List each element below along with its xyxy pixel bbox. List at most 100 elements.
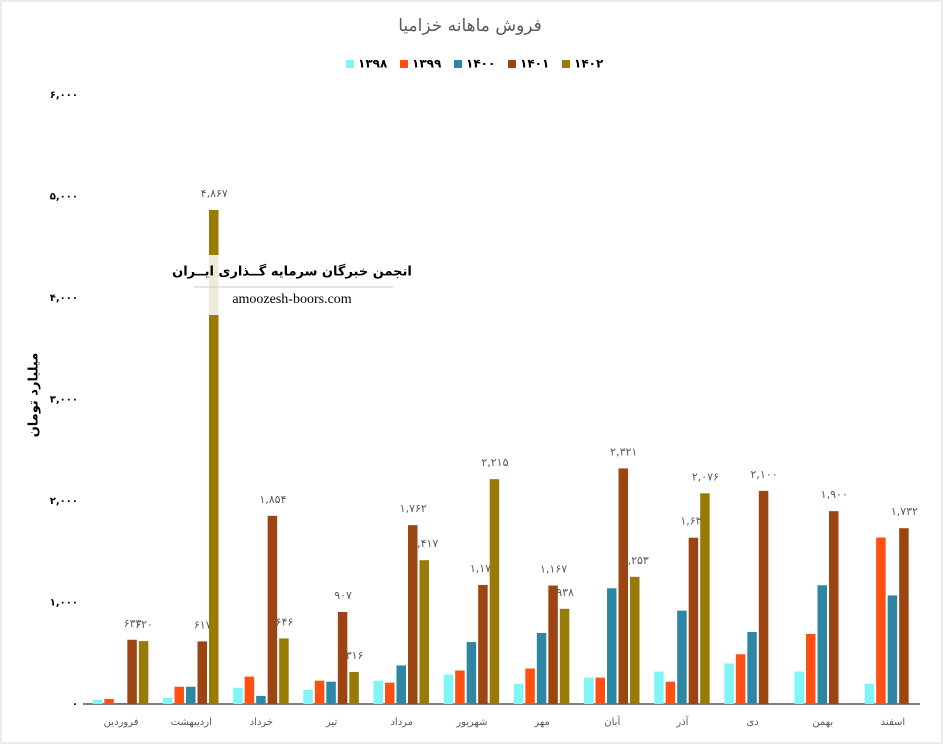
bar bbox=[443, 674, 454, 704]
bar bbox=[724, 663, 734, 704]
bar bbox=[899, 528, 909, 704]
data-label: ۴,۸۶۷ bbox=[201, 187, 228, 200]
bar bbox=[314, 680, 325, 704]
bar bbox=[525, 668, 535, 704]
bar bbox=[489, 479, 500, 704]
y-tick-label: ۳,۰۰۰ bbox=[50, 395, 78, 406]
bar bbox=[536, 632, 547, 704]
bar bbox=[197, 641, 207, 704]
x-tick-label: اردیبهشت bbox=[171, 717, 212, 728]
bar bbox=[794, 671, 804, 704]
x-tick-label: دی bbox=[746, 717, 758, 728]
data-label: ۱,۸۵۴ bbox=[259, 493, 286, 506]
bar bbox=[817, 585, 827, 704]
legend: ۱۳۹۸ ۱۳۹۹ ۱۴۰۰ ۱۴۰۱ ۱۴۰۲ bbox=[346, 57, 604, 71]
bar bbox=[864, 683, 875, 704]
x-tick-label: شهریور bbox=[455, 717, 487, 728]
data-label: ۲,۲۱۵ bbox=[481, 456, 508, 469]
bar bbox=[303, 689, 313, 704]
legend-swatch bbox=[508, 60, 516, 68]
y-tick-label: ۰ bbox=[72, 699, 78, 710]
watermark-title: انجمن خبرگان سرمایه گــذاری ایــران bbox=[172, 264, 412, 280]
x-tick-label: آذر bbox=[675, 715, 689, 728]
x-tick-label: فروردین bbox=[104, 717, 139, 728]
bar bbox=[478, 584, 488, 704]
bar bbox=[466, 642, 477, 704]
bar bbox=[677, 610, 687, 704]
x-tick-label: مهر bbox=[533, 717, 549, 728]
watermark-url: amoozesh-boors.com bbox=[232, 292, 351, 307]
data-label: ۱,۷۶۲ bbox=[400, 502, 427, 515]
legend-swatch bbox=[454, 60, 462, 68]
y-tick-label: ۶,۰۰۰ bbox=[50, 90, 78, 101]
legend-label: ۱۴۰۲ bbox=[574, 57, 604, 71]
data-label: ۲,۳۲۱ bbox=[610, 445, 637, 458]
data-label: ۹۳۸ bbox=[556, 586, 574, 599]
bar bbox=[163, 697, 173, 704]
data-label: ۶۱۷ bbox=[194, 618, 212, 631]
bar bbox=[104, 698, 114, 704]
bar bbox=[829, 511, 839, 704]
bar bbox=[127, 639, 137, 704]
bar bbox=[595, 677, 605, 704]
legend-label: ۱۳۹۸ bbox=[358, 57, 388, 71]
bar bbox=[396, 665, 406, 704]
bar bbox=[455, 670, 465, 704]
bar bbox=[806, 633, 816, 704]
data-label: ۱,۹۰۰ bbox=[821, 488, 848, 501]
legend-swatch bbox=[400, 60, 408, 68]
bar bbox=[584, 677, 594, 704]
bar bbox=[92, 699, 103, 704]
data-label: ۲,۱۰۰ bbox=[751, 468, 778, 481]
bar bbox=[735, 654, 746, 704]
bar bbox=[618, 468, 628, 704]
bar bbox=[607, 588, 617, 704]
bar bbox=[559, 608, 570, 704]
bar bbox=[700, 493, 710, 704]
data-label: ۳۱۶ bbox=[346, 649, 364, 662]
data-label: ۶۳۳ bbox=[124, 617, 142, 630]
bar bbox=[279, 638, 289, 704]
data-label: ۱,۷۳۲ bbox=[891, 505, 918, 518]
bar bbox=[385, 682, 395, 704]
bar bbox=[548, 585, 558, 704]
data-label: ۱,۱۶۷ bbox=[540, 563, 567, 576]
bar bbox=[747, 631, 757, 704]
bar bbox=[326, 681, 336, 704]
bar bbox=[876, 537, 886, 704]
legend-label: ۱۳۹۹ bbox=[412, 57, 442, 71]
bar bbox=[244, 676, 255, 704]
x-tick-label: بهمن bbox=[812, 717, 833, 728]
bar bbox=[665, 681, 676, 704]
data-label: ۹۰۷ bbox=[334, 589, 352, 602]
data-label: ۱,۴۱۷ bbox=[411, 537, 438, 550]
bar bbox=[337, 611, 348, 704]
bar bbox=[758, 490, 769, 704]
bar bbox=[688, 537, 699, 704]
legend-swatch bbox=[562, 60, 570, 68]
watermark-box bbox=[193, 255, 393, 315]
plot: ۰ ۱,۰۰۰ ۲,۰۰۰ ۳,۰۰۰ ۴,۰۰۰ ۵,۰۰۰ ۶,۰۰۰ فروردین ۶۳… bbox=[50, 90, 920, 728]
chart-title: فروش ماهانه خزامیا bbox=[398, 16, 542, 36]
bar bbox=[233, 687, 243, 704]
bar bbox=[654, 671, 664, 704]
bar bbox=[174, 686, 184, 704]
bar bbox=[513, 683, 524, 704]
data-label: ۶۲۰ bbox=[135, 618, 153, 631]
bar bbox=[408, 525, 418, 704]
bar bbox=[256, 695, 266, 704]
data-label: ۶۴۶ bbox=[276, 615, 294, 628]
y-tick-label: ۴,۰۰۰ bbox=[50, 293, 78, 304]
bar bbox=[115, 702, 126, 704]
y-axis-label: میلیارد تومان bbox=[27, 353, 42, 438]
legend-swatch bbox=[346, 60, 354, 68]
bar bbox=[419, 560, 429, 704]
legend-label: ۱۴۰۰ bbox=[466, 57, 495, 71]
bar bbox=[630, 576, 640, 704]
x-tick-label: خرداد bbox=[250, 717, 273, 728]
bar bbox=[373, 680, 383, 704]
y-tick-label: ۲,۰۰۰ bbox=[50, 496, 78, 507]
bar bbox=[209, 209, 219, 704]
